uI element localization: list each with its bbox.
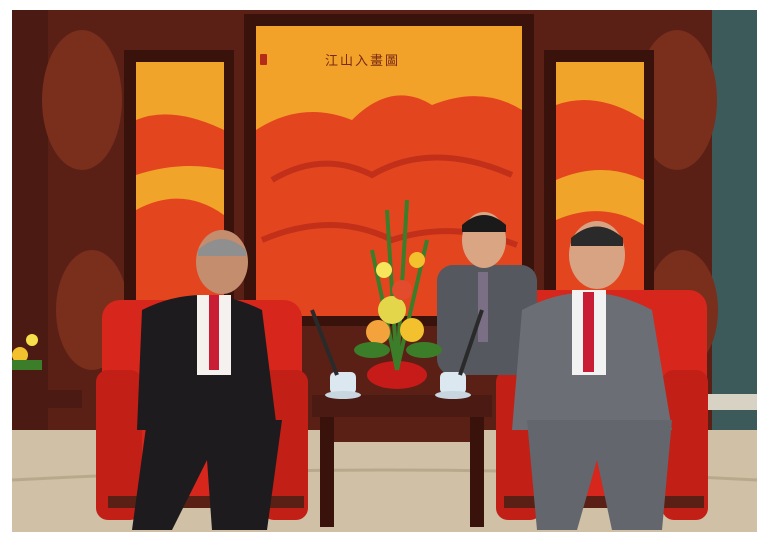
left-microphone <box>310 309 339 376</box>
interpreter <box>437 212 537 375</box>
left-man <box>132 230 282 530</box>
meeting-photo: 江山入畫圖 <box>12 10 757 532</box>
left-potted-flowers <box>12 334 42 370</box>
right-side-table <box>702 394 757 410</box>
tea-table <box>312 395 492 527</box>
screen-seal <box>260 54 267 65</box>
right-man <box>512 221 672 530</box>
right-microphone <box>458 309 484 376</box>
left-side-table <box>12 390 82 408</box>
meeting-scene <box>12 10 757 532</box>
carving-ridge-1 <box>270 154 514 183</box>
screen-inscription: 江山入畫圖 <box>324 54 400 69</box>
teacups <box>325 372 471 399</box>
flower-arrangement <box>354 199 442 389</box>
central-mountain-carving <box>256 95 522 316</box>
right-wall-panel <box>712 10 757 430</box>
